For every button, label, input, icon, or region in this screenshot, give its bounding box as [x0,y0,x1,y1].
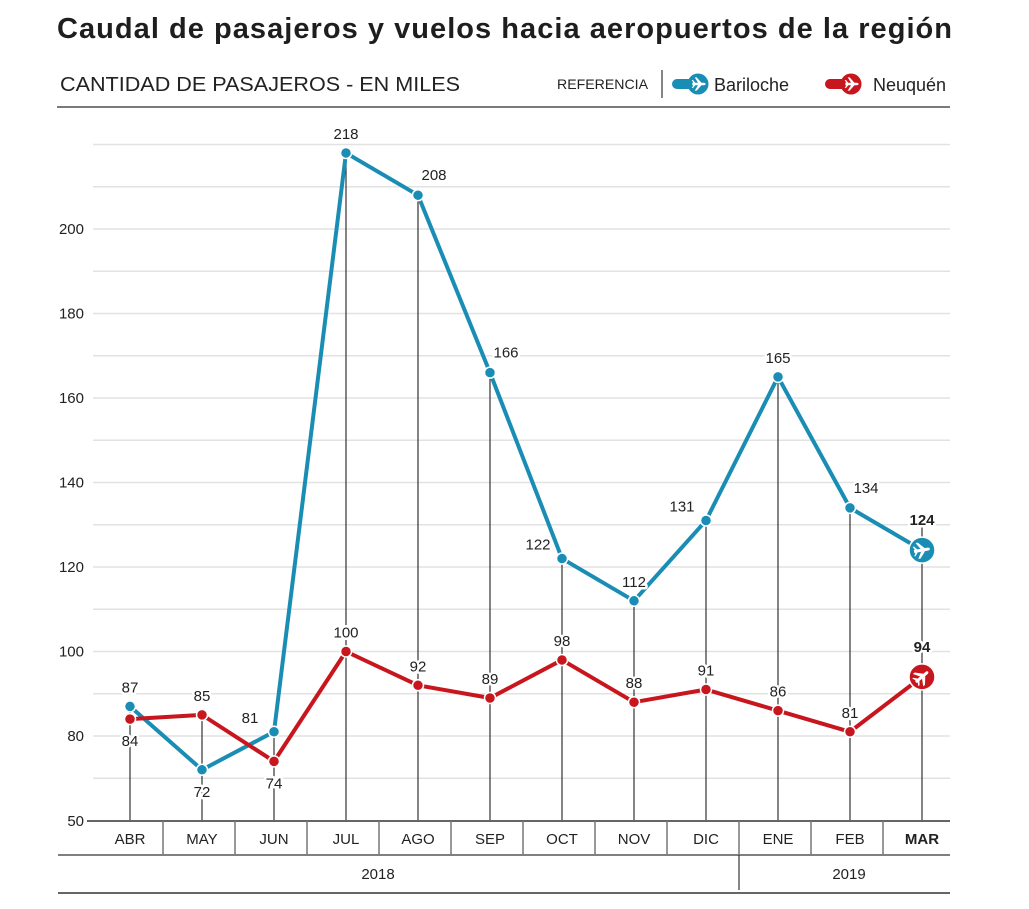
data-label-bariloche: 81 [242,710,259,727]
data-label-neuquen: 74 [266,775,283,792]
data-point-neuquen-dic [699,683,713,696]
data-label-bariloche: 134 [853,480,878,497]
legend-label-bariloche: Bariloche [714,75,789,95]
data-label-bariloche: 124 [909,512,935,529]
data-label-bariloche: 165 [765,350,790,367]
data-point-neuquen-oct [555,653,569,667]
data-label-bariloche: 112 [622,574,646,591]
data-label-neuquen: 81 [842,705,859,722]
y-axis-labels: 50 80 100 120 140 160 180 200 [59,221,84,830]
gridlines [93,143,950,779]
data-label-bariloche: 72 [194,784,211,801]
legend-title: REFERENCIA [557,76,649,92]
data-point-neuquen-jul [339,645,353,658]
y-tick-label: 160 [59,390,84,407]
data-label-neuquen: 98 [554,633,571,650]
data-label-neuquen: 89 [482,671,499,688]
data-point-bariloche-feb [843,501,857,515]
data-point-bariloche-oct [555,552,569,565]
data-label-neuquen: 84 [122,733,139,750]
data-label-neuquen: 85 [194,688,211,705]
data-point-neuquen-mar [908,663,936,691]
data-point-neuquen-may [195,708,209,722]
airplane-icon [672,73,709,95]
data-point-neuquen-feb [843,725,857,739]
x-tick-label-abr: ABR [115,831,146,848]
series-points [123,146,936,777]
y-tick-label: 100 [59,644,84,661]
legend: REFERENCIA Bariloche Neuquén [557,70,946,98]
x-tick-label-mar: MAR [905,831,939,848]
data-label-neuquen: 92 [410,658,427,675]
series-lines [128,150,924,772]
data-label-bariloche: 122 [525,537,550,554]
data-label-neuquen: 91 [698,663,715,680]
x-tick-label-dic: DIC [693,831,719,848]
airplane-icon [825,73,862,95]
y-tick-label: 200 [59,221,84,238]
data-labels: 87 72 81 218 208 166 122 112 131 165 134 124 84 85 74 1… [119,123,938,803]
x-tick-label-ago: AGO [401,831,434,848]
data-point-neuquen-ago [411,679,425,692]
x-axis: ABR MAY JUN JUL AGO SEP OCT NOV DIC ENE FEB MAR 2018… [58,820,950,894]
data-point-neuquen-nov [627,695,641,709]
data-label-bariloche: 218 [333,126,358,143]
data-label-bariloche: 131 [669,499,694,516]
x-tick-label-ene: ENE [763,831,794,848]
x-tick-label-nov: NOV [618,831,651,848]
data-label-neuquen: 86 [770,684,787,701]
x-tick-label-feb: FEB [835,831,864,848]
data-point-bariloche-ago [411,188,425,202]
data-point-neuquen-ene [771,704,785,717]
year-label-2018: 2018 [361,866,394,883]
y-tick-label: 120 [59,559,84,576]
x-tick-label-may: MAY [186,831,217,848]
data-label-neuquen: 100 [333,625,358,642]
series-line-bariloche [128,150,924,772]
data-point-neuquen-sep [483,691,497,705]
legend-label-neuquen: Neuquén [873,75,946,95]
data-point-bariloche-jul [339,146,353,160]
legend-item-bariloche: Bariloche [672,73,789,95]
year-label-2019: 2019 [832,866,865,883]
data-point-bariloche-nov [627,594,641,608]
y-tick-label: 80 [67,728,84,745]
data-label-neuquen: 88 [626,675,643,692]
data-point-bariloche-mar [908,536,936,564]
data-label-bariloche: 166 [493,345,518,362]
x-tick-label-sep: SEP [475,831,505,848]
legend-item-neuquen: Neuquén [825,73,946,95]
x-tick-label-jul: JUL [333,831,360,848]
data-label-bariloche: 87 [122,679,139,696]
data-label-bariloche: 208 [421,167,446,184]
chart-subtitle: CANTIDAD DE PASAJEROS - EN MILES [60,74,460,96]
data-point-bariloche-jun [267,725,281,739]
y-tick-label: 180 [59,306,84,323]
data-point-bariloche-sep [483,366,497,379]
data-point-bariloche-ene [771,370,785,384]
series-line-neuquen [128,649,924,764]
data-point-bariloche-may [195,763,209,777]
y-tick-label: 50 [67,813,84,830]
data-point-neuquen-abr [123,712,137,726]
data-point-bariloche-dic [699,514,713,527]
y-tick-label: 140 [59,475,84,492]
data-point-neuquen-jun [267,755,281,768]
chart-title: Caudal de pasajeros y vuelos hacia aerop… [57,13,952,45]
x-tick-label-oct: OCT [546,831,578,848]
x-tick-label-jun: JUN [259,831,288,848]
data-label-neuquen: 94 [914,639,931,656]
data-point-bariloche-abr [123,700,137,713]
